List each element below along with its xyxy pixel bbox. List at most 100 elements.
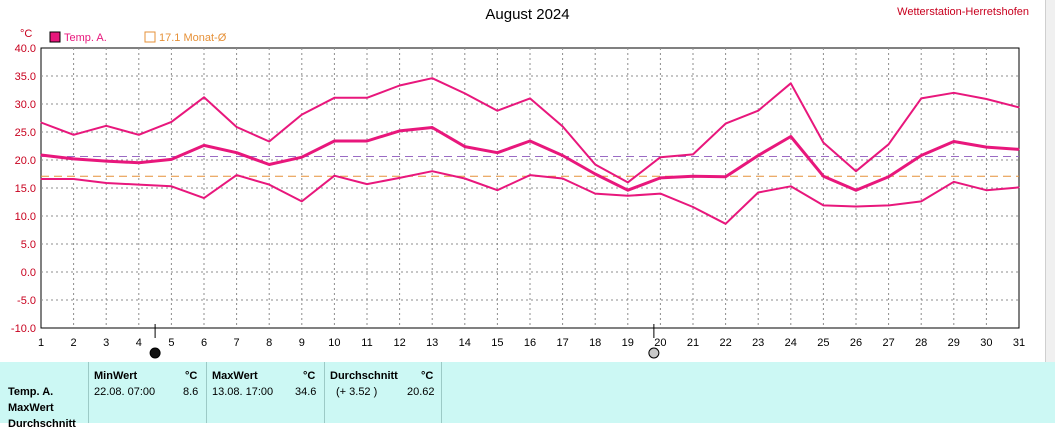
data-point-mean	[725, 176, 727, 178]
x-tick-label: 16	[524, 337, 536, 349]
x-tick-label: 30	[980, 337, 992, 349]
x-tick-label: 27	[882, 337, 894, 349]
data-point-mean	[985, 146, 988, 148]
data-point-mean	[73, 158, 75, 160]
panel-divider	[441, 362, 442, 423]
y-tick-label: -5.0	[17, 295, 36, 307]
data-point-min	[855, 205, 857, 208]
x-tick-label: 22	[719, 337, 731, 349]
x-tick-label: 14	[459, 337, 471, 349]
data-point-mean	[40, 154, 42, 156]
data-point-min	[529, 174, 531, 176]
data-point-max	[627, 181, 629, 183]
data-point-mean	[529, 140, 531, 142]
x-tick-label: 26	[850, 337, 862, 349]
y-tick-label: 35.0	[15, 71, 36, 83]
data-point-max	[366, 97, 368, 99]
data-point-mean	[822, 175, 825, 177]
y-tick-label: 20.0	[15, 155, 36, 167]
data-point-min	[203, 197, 205, 199]
x-tick-label: 6	[201, 337, 207, 349]
max-unit: °C	[303, 370, 316, 382]
new-moon-icon	[149, 347, 161, 359]
data-point-max	[757, 110, 759, 112]
data-point-max	[40, 121, 42, 124]
data-point-max	[888, 143, 890, 145]
data-point-max	[692, 153, 694, 155]
panel-divider	[88, 362, 89, 423]
data-point-max	[333, 97, 335, 99]
data-point-mean	[953, 140, 955, 143]
data-point-max	[301, 114, 303, 116]
x-tick-label: 28	[915, 337, 927, 349]
data-point-max	[562, 125, 564, 127]
data-point-mean	[203, 144, 205, 147]
full-moon-icon	[648, 347, 660, 359]
station-name: Wetterstation-Herretshofen	[897, 6, 1029, 18]
data-point-min	[822, 204, 825, 206]
x-tick-label: 1	[38, 337, 44, 349]
x-tick-label: 25	[817, 337, 829, 349]
data-point-mean	[888, 176, 890, 178]
x-tick-label: 9	[299, 337, 305, 349]
y-tick-label: 15.0	[15, 183, 36, 195]
avg-delta: (+ 3.52 )	[336, 386, 378, 398]
data-point-max	[822, 142, 825, 144]
data-point-min	[790, 185, 792, 187]
data-point-min	[659, 193, 662, 195]
data-point-mean	[562, 154, 564, 157]
data-point-mean	[692, 175, 694, 177]
x-tick-label: 15	[491, 337, 503, 349]
data-point-min	[888, 204, 890, 206]
row-label-max: MaxWert	[8, 402, 54, 414]
data-point-max	[985, 98, 988, 100]
y-tick-label: 30.0	[15, 99, 36, 111]
data-point-min	[170, 185, 172, 187]
x-tick-label: 29	[948, 337, 960, 349]
x-tick-label: 31	[1013, 337, 1025, 349]
panel-divider	[324, 362, 325, 423]
x-tick-label: 5	[168, 337, 174, 349]
y-tick-label: -10.0	[11, 323, 36, 335]
x-tick-label: 4	[136, 337, 142, 349]
x-tick-label: 3	[103, 337, 109, 349]
min-unit: °C	[185, 370, 198, 382]
data-point-mean	[496, 152, 498, 154]
x-tick-label: 24	[785, 337, 797, 349]
data-point-mean	[105, 160, 107, 162]
avg-header: Durchschnitt	[330, 370, 398, 382]
data-point-max	[203, 96, 205, 98]
data-point-max	[138, 134, 140, 136]
data-point-min	[333, 175, 335, 177]
vertical-scrollbar[interactable]	[1045, 0, 1055, 362]
y-unit-label: °C	[20, 28, 32, 40]
data-point-min	[431, 170, 433, 172]
data-point-min	[301, 200, 303, 203]
data-point-max	[1018, 106, 1020, 108]
data-point-mean	[594, 173, 596, 175]
data-point-max	[855, 170, 857, 172]
data-point-max	[790, 82, 792, 84]
data-point-mean	[464, 145, 466, 148]
x-tick-label: 2	[71, 337, 77, 349]
data-point-mean	[659, 177, 662, 179]
data-point-max	[105, 125, 107, 127]
data-point-min	[562, 177, 564, 180]
legend-label-avg: 17.1 Monat-Ø	[159, 32, 227, 44]
statistics-panel: Temp. A. MaxWert Durchschnitt MinWert °C…	[0, 362, 1055, 430]
x-tick-label: 11	[361, 337, 372, 349]
data-point-mean	[236, 152, 238, 154]
avg-value: 20.62	[407, 386, 435, 398]
legend-label-temp: Temp. A.	[64, 32, 107, 44]
data-point-min	[73, 178, 75, 180]
x-tick-label: 23	[752, 337, 764, 349]
data-point-mean	[1018, 148, 1020, 150]
y-tick-label: 40.0	[15, 43, 36, 55]
data-point-max	[529, 97, 531, 99]
y-tick-label: 25.0	[15, 127, 36, 139]
min-value: 8.6	[183, 386, 199, 398]
data-point-min	[268, 184, 270, 186]
min-time: 22.08. 07:00	[94, 386, 156, 398]
row-label-temp: Temp. A.	[8, 386, 54, 398]
legend-swatch-temp	[49, 31, 61, 43]
